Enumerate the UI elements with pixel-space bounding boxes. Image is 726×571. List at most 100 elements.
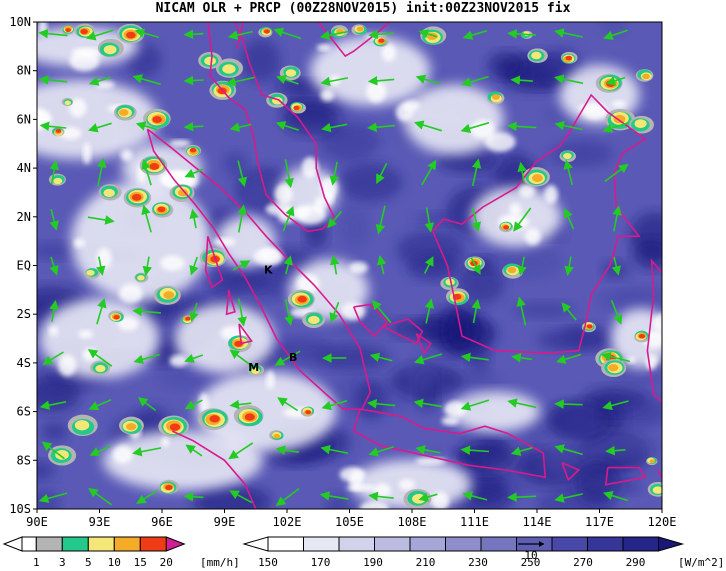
wind-vector — [96, 157, 107, 187]
olr-unit: [W/m^2] — [678, 556, 724, 569]
lon-tick-label: 90E — [26, 515, 48, 529]
olr-cell — [390, 318, 459, 339]
cloud-cell — [95, 80, 115, 89]
precip-colorbar: 1 3 5 10 15 20 [mm/h] — [2, 536, 240, 569]
lon-tick-label: 111E — [460, 515, 489, 529]
cloud-cell — [170, 139, 191, 147]
colorbar-cell — [61, 536, 89, 552]
wind-vector — [329, 255, 340, 275]
wind-vector — [371, 299, 392, 324]
colorbar-cell — [338, 536, 375, 552]
wind-vector — [229, 349, 252, 367]
wind-vector — [183, 121, 204, 132]
wind-vector — [610, 299, 623, 325]
olr-cell — [207, 266, 240, 305]
wind-vector — [275, 445, 299, 455]
coastline — [172, 430, 257, 509]
precip-cell — [152, 116, 162, 124]
cloud-cell — [69, 98, 87, 118]
precip-cell — [95, 364, 106, 373]
wind-vector — [183, 75, 204, 86]
wind-vector — [226, 76, 255, 87]
cloud-cell — [359, 500, 389, 509]
wind-vector — [513, 207, 532, 232]
wind-vector — [415, 445, 441, 455]
coastline — [204, 236, 224, 289]
wind-vector — [555, 353, 582, 364]
lat-tick-label: 8N — [17, 64, 31, 78]
precip-cell — [531, 174, 543, 182]
colorbar-end-right — [658, 536, 685, 552]
wind-vector — [413, 353, 443, 365]
wind-vector — [471, 207, 481, 232]
olr-cell — [304, 216, 328, 249]
wind-vector — [376, 162, 388, 185]
lon-tick-label: 108E — [398, 515, 427, 529]
cloud-patch — [174, 303, 275, 374]
wind-vector — [368, 491, 394, 502]
wind-vector — [141, 204, 152, 233]
wind-vector — [320, 444, 349, 455]
precip-cell — [308, 315, 320, 325]
wind-vector — [460, 399, 490, 411]
precip-colorbar-label: 15 — [134, 556, 147, 569]
precip-cell — [55, 129, 62, 133]
wind-vector — [418, 492, 438, 502]
wind-vector — [49, 300, 59, 323]
wind-vector — [96, 256, 106, 276]
reference-vector-label: 10 — [524, 549, 537, 562]
wind-vector — [413, 398, 443, 409]
wind-vector — [189, 302, 199, 322]
wind-vector — [228, 442, 254, 460]
olr-cell — [536, 328, 616, 352]
wind-vector — [88, 398, 112, 411]
olr-cell — [486, 51, 524, 79]
wind-vector — [274, 350, 301, 366]
coastline — [561, 461, 581, 482]
colorbar-cell — [551, 536, 588, 552]
cloud-cell — [73, 238, 85, 248]
wind-vector — [554, 28, 583, 38]
precip-cell — [113, 314, 120, 320]
coastline — [382, 318, 424, 345]
wind-vector — [89, 445, 111, 456]
coastline — [236, 22, 245, 49]
cloud-cell — [381, 44, 396, 62]
cloud-cell — [212, 237, 237, 246]
precip-cell — [74, 420, 90, 431]
wind-vector — [462, 30, 488, 40]
cloud-cell — [301, 156, 319, 179]
olr-cell — [491, 243, 564, 281]
olr-cell — [633, 238, 662, 270]
wind-vector — [376, 255, 387, 275]
precip-cell — [131, 193, 142, 201]
wind-vector — [424, 298, 435, 324]
precip-cell — [652, 486, 662, 494]
colorbar-cell — [87, 536, 115, 552]
wind-vector — [510, 446, 533, 456]
cloud-cell — [323, 191, 334, 206]
precip-cell — [204, 56, 216, 66]
wind-vector — [415, 74, 441, 85]
cloud-cell — [415, 457, 446, 465]
olr-colorbar-label: 250 — [521, 556, 541, 569]
wind-vector — [507, 121, 537, 132]
wind-vector — [284, 159, 294, 189]
lon-tick-label: 120E — [648, 515, 677, 529]
cloud-cell — [577, 105, 598, 112]
coastline — [604, 466, 647, 486]
precip-cell — [378, 38, 385, 43]
olr-cell — [608, 395, 662, 429]
cloud-cell — [117, 317, 139, 331]
precip-field — [48, 23, 662, 509]
lat-tick-label: 4N — [17, 161, 31, 175]
cloud-patch — [450, 391, 541, 432]
wind-vector — [329, 161, 339, 186]
wind-vector — [602, 491, 629, 502]
site-label: K — [264, 263, 273, 276]
cloud-patch — [71, 181, 212, 302]
precip-cell — [103, 45, 117, 55]
olr-colorbar: 150 170 190 210 230 250 270 290 [W/m^2] 10 — [242, 536, 724, 569]
wind-vector — [273, 27, 302, 40]
